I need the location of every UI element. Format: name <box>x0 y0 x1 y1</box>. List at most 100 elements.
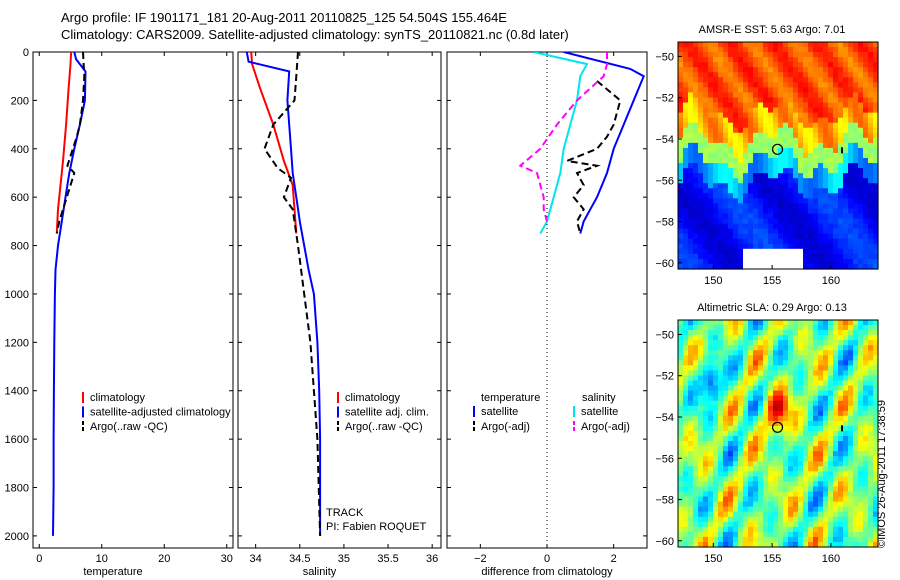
altimetric-sla-map-cell <box>833 476 839 483</box>
altimetric-sla-map-cell <box>698 521 704 528</box>
altimetric-sla-map-cell <box>768 466 774 472</box>
amsre-sst-map-cell <box>828 62 834 68</box>
altimetric-sla-map-cell <box>728 340 734 346</box>
amsre-sst-map-cell <box>723 77 729 83</box>
altimetric-sla-map-cell <box>823 481 829 488</box>
altimetric-sla-map-cell <box>718 541 724 548</box>
altimetric-sla-map-cell <box>793 471 799 477</box>
altimetric-sla-map-cell <box>743 531 749 538</box>
amsre-sst-map-cell <box>858 258 864 265</box>
altimetric-sla-map-cell <box>783 340 789 346</box>
amsre-sst-map-cell <box>798 117 804 124</box>
amsre-sst-map-cell <box>713 233 719 240</box>
amsre-sst-map-cell <box>838 263 844 270</box>
amsre-sst-map-cell <box>708 112 714 119</box>
altimetric-sla-map-cell <box>743 501 749 508</box>
difference-from-climatology-xtick-label: −2 <box>474 553 487 565</box>
amsre-sst-map-cell <box>823 263 829 270</box>
altimetric-sla-map-cell <box>683 526 689 533</box>
amsre-sst-map-cell <box>748 183 754 189</box>
amsre-sst-map-cell <box>788 248 794 255</box>
amsre-sst-map-cell <box>708 198 714 205</box>
amsre-sst-map-cell <box>803 168 809 174</box>
altimetric-sla-map-cell <box>748 415 754 422</box>
amsre-sst-map-cell <box>858 188 864 194</box>
amsre-sst-map-cell <box>723 102 729 109</box>
altimetric-sla-map-cell <box>838 430 844 437</box>
amsre-sst-map-cell <box>788 208 794 215</box>
amsre-sst-map-cell <box>818 263 824 270</box>
altimetric-sla-map-cell <box>733 425 739 432</box>
altimetric-sla-map-cell <box>793 340 799 346</box>
amsre-sst-map-cell <box>703 213 709 220</box>
amsre-sst-map-cell <box>803 42 809 48</box>
amsre-sst-map-cell <box>698 97 704 104</box>
altimetric-sla-map-cell <box>683 345 689 351</box>
altimetric-sla-map-cell <box>748 380 754 387</box>
amsre-sst-map-cell <box>798 137 804 144</box>
altimetric-sla-map-cell <box>823 385 829 392</box>
altimetric-sla-map-cell <box>698 350 704 356</box>
altimetric-sla-map-cell <box>858 410 864 417</box>
altimetric-sla-map-cell <box>718 320 724 326</box>
altimetric-sla-map-cell <box>678 516 684 523</box>
altimetric-sla-map-cell <box>863 471 869 477</box>
altimetric-sla-map-cell <box>738 375 744 382</box>
altimetric-sla-map-cell <box>758 466 764 472</box>
amsre-sst-map-cell <box>723 87 729 94</box>
amsre-sst-map-cell <box>843 77 849 83</box>
altimetric-sla-map-cell <box>833 420 839 427</box>
amsre-sst-map-cell <box>848 117 854 124</box>
amsre-sst-map-cell <box>818 178 824 184</box>
altimetric-sla-map-cell <box>783 456 789 462</box>
altimetric-sla-map-cell <box>693 446 699 452</box>
amsre-sst-map-cell <box>743 158 749 164</box>
temperature-profile-xlabel: temperature <box>83 566 142 578</box>
amsre-sst-map-cell <box>718 142 724 149</box>
amsre-sst-map-cell <box>698 107 704 114</box>
amsre-sst-map-cell <box>693 258 699 265</box>
amsre-sst-map-cell <box>718 188 724 194</box>
amsre-sst-map-cell <box>788 203 794 210</box>
altimetric-sla-map-cell <box>863 345 869 351</box>
amsre-sst-map-cell <box>723 203 729 210</box>
amsre-sst-map-cell <box>748 107 754 114</box>
altimetric-sla-map-cell <box>783 410 789 417</box>
amsre-sst-map-cell <box>803 203 809 210</box>
altimetric-sla-map-cell <box>723 425 729 432</box>
amsre-sst-map-cell <box>823 132 829 139</box>
amsre-sst-map-cell <box>748 112 754 119</box>
altimetric-sla-map-cell <box>798 451 804 457</box>
amsre-sst-map-cell <box>853 122 859 129</box>
altimetric-sla-map-cell <box>683 501 689 508</box>
altimetric-sla-map-cell <box>828 501 834 508</box>
altimetric-sla-map-cell <box>773 526 779 533</box>
amsre-sst-map-cell <box>748 253 754 260</box>
amsre-sst-map-cell <box>823 87 829 94</box>
altimetric-sla-map-cell <box>813 501 819 508</box>
amsre-sst-map-cell <box>818 132 824 139</box>
amsre-sst-map-cell <box>783 213 789 220</box>
amsre-sst-map-cell <box>833 47 839 53</box>
amsre-sst-map-cell <box>688 173 694 179</box>
amsre-sst-map-cell <box>798 62 804 68</box>
amsre-sst-map-cell <box>743 228 749 235</box>
altimetric-sla-map-cell <box>723 521 729 528</box>
amsre-sst-map-cell <box>833 132 839 139</box>
amsre-sst-map-cell <box>733 178 739 184</box>
altimetric-sla-map-cell <box>873 340 879 346</box>
altimetric-sla-map-cell <box>873 451 879 457</box>
altimetric-sla-map-cell <box>873 375 879 382</box>
amsre-sst-map-cell <box>833 147 839 154</box>
altimetric-sla-map-cell <box>768 441 774 447</box>
altimetric-sla-map-cell <box>698 345 704 351</box>
amsre-sst-map-cell <box>858 52 864 58</box>
altimetric-sla-map-cell <box>698 531 704 538</box>
altimetric-sla-map-cell <box>763 430 769 437</box>
altimetric-sla-map-cell <box>713 430 719 437</box>
altimetric-sla-map-cell <box>808 370 814 377</box>
altimetric-sla-map-cell <box>863 330 869 336</box>
altimetric-sla-map-cell <box>703 486 709 493</box>
altimetric-sla-map-cell <box>803 390 809 397</box>
amsre-sst-map-cell <box>703 77 709 83</box>
